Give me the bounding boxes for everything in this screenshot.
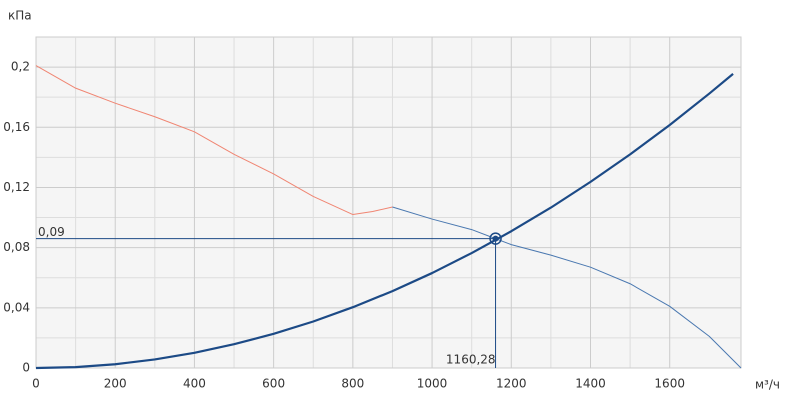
- x-tick-label: 1000: [417, 377, 448, 391]
- x-tick-label: 800: [341, 377, 364, 391]
- x-tick-label: 0: [32, 377, 40, 391]
- x-tick-label: 1600: [654, 377, 685, 391]
- operating-point: [489, 232, 502, 245]
- series-line: [35, 65, 393, 216]
- x-tick-label: 1200: [496, 377, 527, 391]
- y-axis-label: кПа: [8, 9, 32, 23]
- y-tick-label: 0,16: [3, 120, 30, 134]
- x-tick-label: 1400: [575, 377, 606, 391]
- series-line: [392, 206, 742, 369]
- y-tick-label: 0,04: [3, 300, 30, 314]
- x-tick-label: 200: [104, 377, 127, 391]
- operating-x-label: 1160,28: [446, 353, 496, 367]
- x-axis-label: м³/ч: [755, 378, 780, 392]
- x-tick-label: 400: [183, 377, 206, 391]
- series-line: [35, 73, 734, 370]
- y-tick-label: 0,12: [3, 180, 30, 194]
- x-tick-label: 600: [262, 377, 285, 391]
- y-tick-label: 0: [22, 361, 30, 375]
- operating-y-label: 0,09: [38, 225, 65, 239]
- y-tick-label: 0,2: [11, 60, 30, 74]
- plot-area: [35, 36, 742, 369]
- y-tick-label: 0,08: [3, 240, 30, 254]
- operating-point-dot: [492, 235, 499, 242]
